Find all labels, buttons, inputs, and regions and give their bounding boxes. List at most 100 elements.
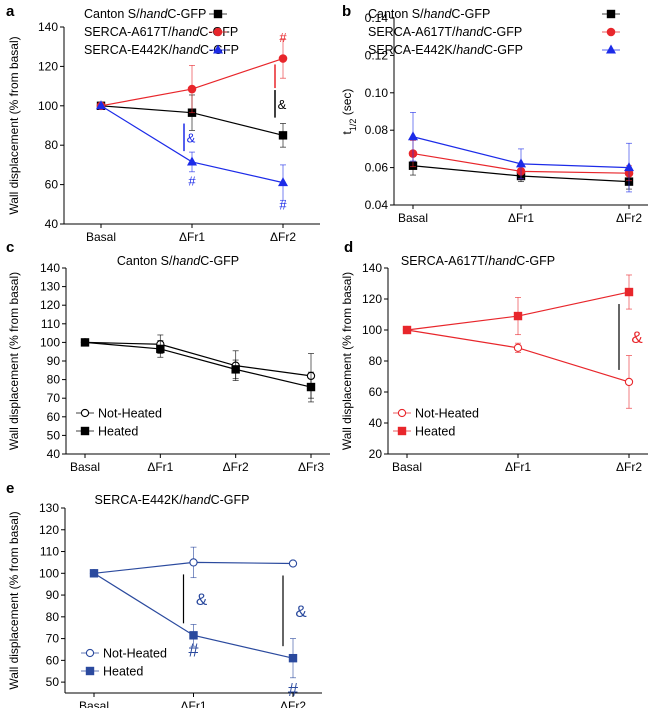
- y-axis-label: t1/2 (sec): [340, 89, 358, 135]
- legend-marker: [397, 408, 407, 418]
- y-tick-label: 80: [369, 354, 383, 368]
- significance-mark: #: [279, 30, 287, 45]
- chart-panel-d: d 20 40 60 80 100 120 140 Basal ΔFr1 ΔFr2 Wall disp…: [340, 239, 648, 474]
- x-tick-label: Basal: [86, 230, 116, 244]
- legend-marker: [213, 9, 223, 19]
- data-point: [513, 311, 523, 321]
- y-tick-label: 80: [46, 610, 60, 624]
- data-point: [96, 100, 106, 110]
- y-tick-label: 20: [369, 447, 383, 461]
- x-tick-label: ΔFr1: [505, 460, 531, 474]
- significance-mark: &: [196, 590, 208, 609]
- y-tick-label: 130: [39, 501, 59, 515]
- series-2: [96, 100, 288, 201]
- y-tick-label: 60: [369, 385, 383, 399]
- data-point: [187, 156, 197, 166]
- data-point: [278, 177, 288, 187]
- y-tick-label: 120: [40, 298, 60, 312]
- y-axis-label: Wall displacement (% from basal): [7, 36, 21, 214]
- legend-label: SERCA-E442K/handC-GFP: [368, 43, 523, 57]
- series-1: [402, 274, 634, 336]
- legend-label: Not-Heated: [98, 407, 162, 421]
- y-tick-label: 0.10: [365, 86, 389, 100]
- data-point: [513, 343, 523, 352]
- y-tick-label: 40: [369, 416, 383, 430]
- legend-marker: [606, 27, 616, 37]
- y-tick-label: 0.14: [365, 11, 389, 25]
- y-tick-label: 100: [40, 335, 60, 349]
- chart-panel-a: a 40 60 80 100 120 140 Basal ΔFr1 ΔFr2 Wall displa…: [6, 3, 320, 244]
- y-tick-label: 50: [47, 428, 61, 442]
- y-tick-label: 80: [47, 373, 61, 387]
- series-1: [89, 569, 298, 679]
- data-point: [624, 162, 634, 172]
- y-tick-label: 100: [362, 323, 382, 337]
- y-tick-label: 110: [40, 545, 59, 559]
- chart-panel-b: b 0.04 0.06 0.08 0.10 0.12 0.14 Basal ΔFr1 ΔFr2 t1…: [340, 3, 648, 225]
- significance-mark: #: [288, 680, 298, 700]
- legend-marker: [213, 44, 223, 54]
- y-tick-label: 140: [40, 261, 60, 275]
- series-line: [84, 341, 312, 388]
- legend-marker: [213, 27, 223, 37]
- x-tick-label: Basal: [392, 460, 422, 474]
- legend-marker: [85, 666, 95, 676]
- significance-mark: #: [279, 197, 287, 212]
- data-point: [288, 653, 298, 663]
- y-tick-label: 90: [46, 588, 60, 602]
- legend: Not-Heated Heated: [76, 407, 162, 439]
- data-point: [278, 54, 288, 63]
- legend-marker: [85, 648, 95, 658]
- data-point: [187, 84, 197, 94]
- chart-panel-e: e 50 60 70 80 90 100 110 120 130 Basal ΔFr1 ΔFr2 Wall…: [6, 480, 322, 708]
- x-tick-label: Basal: [398, 211, 428, 225]
- legend-label: Canton S/handC-GFP: [368, 7, 490, 21]
- x-tick-label: ΔFr1: [179, 230, 205, 244]
- y-tick-label: 130: [40, 280, 60, 294]
- panel-label: a: [6, 3, 15, 20]
- y-axis-label: Wall displacement (% from basal): [7, 511, 21, 689]
- y-axis-label: Wall displacement (% from basal): [7, 272, 21, 450]
- y-tick-label: 140: [38, 20, 58, 34]
- y-tick-label: 70: [47, 391, 61, 405]
- data-point: [516, 158, 526, 168]
- x-tick-label: ΔFr1: [508, 211, 534, 225]
- legend: Canton S/handC-GFPSERCA-A617T/handC-GFPS…: [84, 7, 239, 57]
- data-point: [80, 338, 90, 347]
- significance-mark: &: [187, 130, 196, 145]
- y-tick-label: 120: [362, 292, 382, 306]
- data-point: [89, 569, 99, 578]
- legend-label: SERCA-A617T/handC-GFP: [368, 25, 522, 39]
- x-tick-label: Basal: [79, 699, 109, 708]
- significance-mark: #: [188, 174, 196, 189]
- legend-marker: [80, 426, 90, 436]
- y-tick-label: 0.08: [365, 123, 389, 137]
- significance-mark: #: [188, 641, 198, 661]
- data-point: [408, 131, 418, 141]
- y-tick-label: 90: [47, 354, 61, 368]
- legend-label: Heated: [415, 425, 455, 439]
- x-tick-label: ΔFr2: [616, 211, 642, 225]
- chart-title: Canton S/handC-GFP: [117, 254, 239, 268]
- y-tick-label: 60: [45, 178, 59, 192]
- panel-label: d: [344, 239, 353, 256]
- y-tick-label: 0.06: [365, 161, 389, 175]
- data-point: [189, 631, 198, 640]
- chart-title: SERCA-E442K/handC-GFP: [95, 493, 250, 507]
- x-tick-label: ΔFr1: [180, 699, 206, 708]
- x-tick-label: ΔFr1: [147, 460, 173, 474]
- panel-label: e: [6, 480, 14, 497]
- legend-marker: [606, 9, 616, 19]
- y-tick-label: 100: [39, 566, 59, 580]
- y-tick-label: 70: [46, 632, 60, 646]
- data-point: [624, 287, 634, 297]
- data-point: [624, 377, 634, 387]
- legend: Canton S/handC-GFP SERCA-A617T/handC-GFP S…: [368, 7, 620, 57]
- x-tick-label: ΔFr2: [223, 460, 249, 474]
- y-tick-label: 110: [41, 317, 60, 331]
- data-point: [278, 131, 288, 140]
- x-tick-label: Basal: [70, 460, 100, 474]
- legend-label: Heated: [98, 425, 138, 439]
- legend-marker: [397, 426, 407, 436]
